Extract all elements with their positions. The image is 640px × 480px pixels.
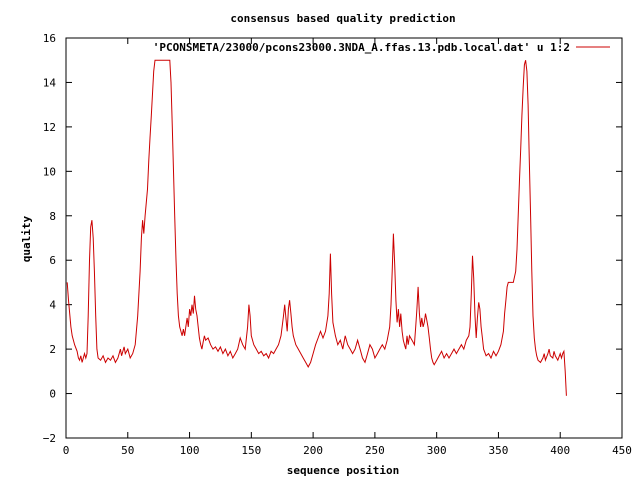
axis-ticks: 0 50 100 150 200 250 300 350 400 450 −2 0 2 4 6 8 10 12 14… [43, 32, 632, 457]
y-tick-label: 10 [43, 165, 56, 178]
chart-title: consensus based quality prediction [230, 12, 455, 25]
y-tick-label: 0 [49, 388, 56, 401]
y-tick-label: 2 [49, 343, 56, 356]
x-tick-label: 200 [303, 444, 323, 457]
legend: 'PCONSMETA/23000/pcons23000.3NDA_A.ffas.… [153, 41, 610, 54]
x-tick-label: 150 [241, 444, 261, 457]
y-tick-label: 8 [49, 210, 56, 223]
x-tick-label: 450 [612, 444, 632, 457]
y-tick-label: 14 [43, 76, 57, 89]
y-tick-label: 6 [49, 254, 56, 267]
x-tick-label: 100 [180, 444, 200, 457]
x-tick-label: 350 [489, 444, 509, 457]
x-axis-label: sequence position [287, 464, 400, 477]
y-tick-label: −2 [43, 432, 56, 445]
x-tick-label: 50 [121, 444, 134, 457]
y-axis-label: quality [20, 215, 33, 262]
series-line [66, 59, 567, 396]
y-tick-label: 4 [49, 299, 56, 312]
legend-label: 'PCONSMETA/23000/pcons23000.3NDA_A.ffas.… [153, 41, 570, 54]
y-tick-label: 12 [43, 121, 56, 134]
series-layer [66, 59, 567, 396]
x-tick-label: 250 [365, 444, 385, 457]
plot-frame [65, 37, 623, 439]
x-tick-label: 300 [427, 444, 447, 457]
x-tick-label: 400 [550, 444, 570, 457]
y-tick-label: 16 [43, 32, 56, 45]
x-tick-label: 0 [63, 444, 70, 457]
